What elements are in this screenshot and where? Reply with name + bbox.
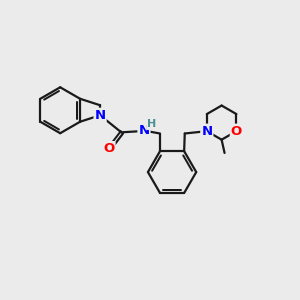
Text: H: H: [147, 119, 156, 129]
Text: N: N: [94, 109, 106, 122]
Text: O: O: [231, 125, 242, 138]
Text: N: N: [201, 125, 212, 138]
Text: N: N: [138, 124, 149, 137]
Text: O: O: [103, 142, 115, 155]
